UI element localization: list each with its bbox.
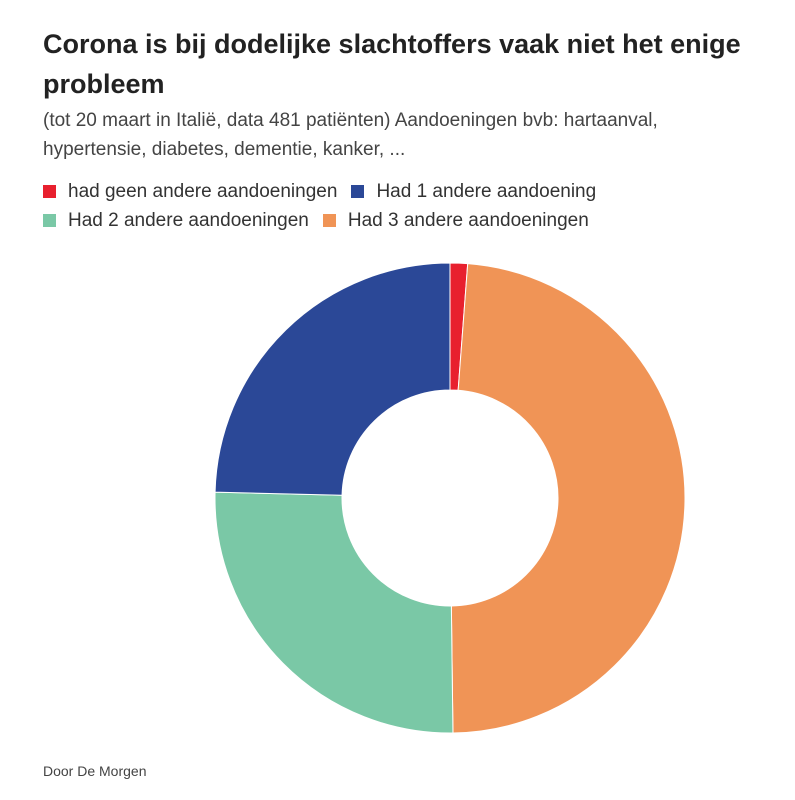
donut-slice-1 (450, 263, 686, 734)
legend-swatch (322, 214, 336, 227)
legend-item-three-conditions: Had 3 andere aandoeningen (322, 206, 589, 235)
legend-label: Had 3 andere aandoeningen (347, 210, 589, 231)
legend-swatch (351, 185, 365, 198)
legend-row: Had 2 andere aandoeningen Had 3 andere a… (43, 206, 763, 235)
chart-title: Corona is bij dodelijke slachtoffers vaa… (43, 29, 741, 99)
legend: had geen andere aandoeningen Had 1 ander… (43, 177, 763, 235)
legend-swatch (43, 185, 56, 198)
legend-label: had geen andere aandoeningen (68, 181, 338, 202)
legend-item-two-conditions: Had 2 andere aandoeningen (43, 206, 309, 235)
donut-slice-3 (214, 262, 451, 496)
legend-row: had geen andere aandoeningen Had 1 ander… (43, 177, 763, 206)
chart-subtitle: (tot 20 maart in Italië, data 481 patiën… (43, 110, 658, 160)
credit-text: Door De Morgen (43, 763, 147, 779)
donut-slice-2 (214, 491, 454, 734)
legend-item-one-condition: Had 1 andere aandoening (351, 177, 596, 206)
legend-label: Had 1 andere aandoening (376, 181, 597, 202)
legend-label: Had 2 andere aandoeningen (68, 210, 309, 231)
legend-swatch (43, 214, 56, 227)
legend-item-no-conditions: had geen andere aandoeningen (43, 177, 337, 206)
donut-chart (214, 262, 686, 734)
